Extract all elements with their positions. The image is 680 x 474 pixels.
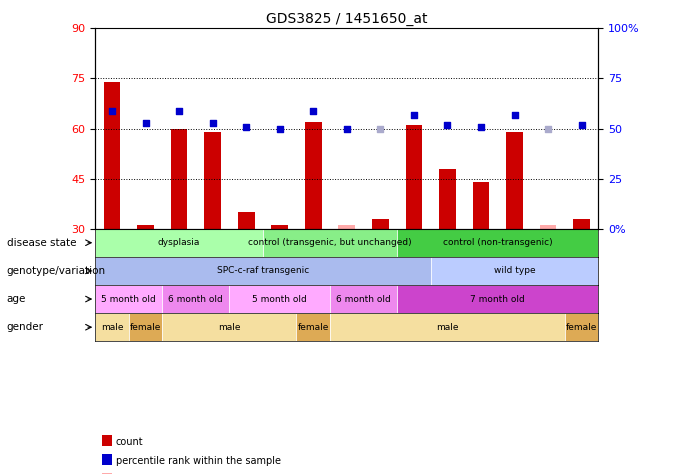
Text: 5 month old: 5 month old xyxy=(101,294,156,303)
Point xyxy=(375,125,386,132)
Point xyxy=(341,125,352,132)
FancyBboxPatch shape xyxy=(430,257,598,285)
Text: dysplasia: dysplasia xyxy=(158,238,200,247)
Text: 6 month old: 6 month old xyxy=(169,294,223,303)
FancyBboxPatch shape xyxy=(397,285,598,313)
FancyBboxPatch shape xyxy=(129,313,163,341)
Bar xyxy=(339,225,355,228)
Bar xyxy=(405,125,422,228)
Text: SPC-c-raf transgenic: SPC-c-raf transgenic xyxy=(217,266,309,275)
Bar xyxy=(204,132,221,228)
Point xyxy=(107,107,118,114)
FancyBboxPatch shape xyxy=(95,228,263,257)
FancyBboxPatch shape xyxy=(95,285,163,313)
FancyBboxPatch shape xyxy=(296,313,330,341)
FancyBboxPatch shape xyxy=(229,285,330,313)
Bar xyxy=(305,122,322,228)
FancyBboxPatch shape xyxy=(565,313,598,341)
FancyBboxPatch shape xyxy=(330,313,565,341)
Title: GDS3825 / 1451650_at: GDS3825 / 1451650_at xyxy=(266,12,428,26)
Point xyxy=(207,119,218,127)
Text: male: male xyxy=(436,323,459,332)
Bar xyxy=(372,219,389,228)
Bar xyxy=(137,225,154,228)
Text: female: female xyxy=(130,323,161,332)
Text: gender: gender xyxy=(7,322,44,332)
Point xyxy=(308,107,319,114)
Text: 5 month old: 5 month old xyxy=(252,294,307,303)
Text: count: count xyxy=(116,437,143,447)
Bar xyxy=(238,212,254,228)
Bar xyxy=(573,219,590,228)
Bar xyxy=(506,132,523,228)
Text: 7 month old: 7 month old xyxy=(471,294,525,303)
FancyBboxPatch shape xyxy=(330,285,397,313)
Text: male: male xyxy=(101,323,123,332)
FancyBboxPatch shape xyxy=(95,257,430,285)
Point xyxy=(173,107,184,114)
Text: female: female xyxy=(298,323,329,332)
Point xyxy=(140,119,151,127)
Point xyxy=(241,123,252,130)
Point xyxy=(576,121,587,128)
Bar xyxy=(439,169,456,228)
Bar xyxy=(540,225,556,228)
Bar xyxy=(271,225,288,228)
FancyBboxPatch shape xyxy=(163,285,229,313)
Text: control (non-transgenic): control (non-transgenic) xyxy=(443,238,553,247)
Text: wild type: wild type xyxy=(494,266,535,275)
FancyBboxPatch shape xyxy=(163,313,296,341)
Bar xyxy=(171,128,188,228)
Text: genotype/variation: genotype/variation xyxy=(7,266,106,276)
Text: male: male xyxy=(218,323,241,332)
Bar xyxy=(103,82,120,228)
Text: control (transgenic, but unchanged): control (transgenic, but unchanged) xyxy=(248,238,412,247)
Bar xyxy=(473,182,490,228)
Text: female: female xyxy=(566,323,597,332)
Text: 6 month old: 6 month old xyxy=(336,294,391,303)
Point xyxy=(509,111,520,118)
FancyBboxPatch shape xyxy=(263,228,397,257)
Text: percentile rank within the sample: percentile rank within the sample xyxy=(116,456,281,466)
Point xyxy=(409,111,420,118)
Point xyxy=(475,123,486,130)
FancyBboxPatch shape xyxy=(397,228,598,257)
Point xyxy=(543,125,554,132)
FancyBboxPatch shape xyxy=(95,313,129,341)
Text: age: age xyxy=(7,294,26,304)
Text: disease state: disease state xyxy=(7,238,76,248)
Point xyxy=(274,125,285,132)
Point xyxy=(442,121,453,128)
